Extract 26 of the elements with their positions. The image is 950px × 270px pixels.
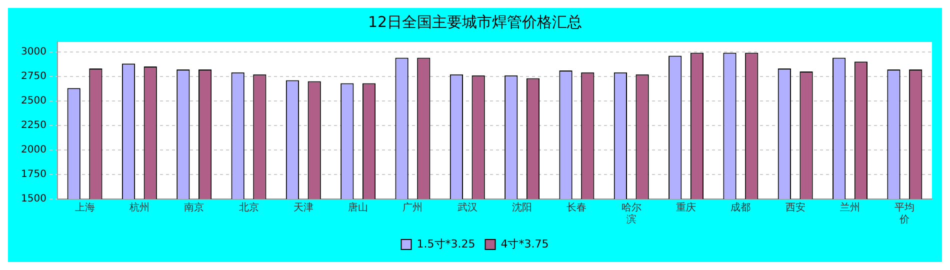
x-tick-label: 武汉 — [457, 202, 478, 214]
y-tick-label: 2500 — [20, 95, 46, 106]
x-tick-label: 哈尔滨 — [621, 202, 642, 226]
y-tick-label: 2750 — [20, 70, 46, 82]
legend-label: 1.5寸*3.25 — [416, 237, 476, 250]
legend-label: 4寸*3.75 — [500, 237, 549, 250]
x-tick-label: 平均价 — [894, 202, 915, 226]
x-tick-label: 杭州 — [128, 202, 150, 214]
x-tick-label: 沈阳 — [512, 202, 532, 214]
y-tick-label: 2250 — [20, 120, 46, 131]
y-tick-label: 1750 — [20, 169, 46, 180]
x-tick-label: 兰州 — [840, 202, 860, 214]
x-tick-label: 天津 — [293, 202, 314, 214]
y-tick-label: 3000 — [20, 46, 46, 58]
x-tick-label: 长春 — [566, 202, 587, 214]
y-tick-label: 1500 — [20, 194, 46, 205]
y-tick-label: 2000 — [20, 144, 46, 156]
x-tick-label: 重庆 — [676, 202, 696, 214]
x-tick-label: 唐山 — [348, 202, 368, 214]
x-tick-label: 北京 — [238, 202, 259, 214]
x-tick-label: 西安 — [785, 202, 806, 214]
x-tick-label: 南京 — [184, 202, 204, 214]
chart-title: 12日全国主要城市焊管价格汇总 — [368, 12, 582, 31]
x-tick-label: 广州 — [402, 202, 423, 214]
x-tick-label: 成都 — [730, 202, 751, 214]
x-tick-label: 上海 — [74, 202, 95, 214]
